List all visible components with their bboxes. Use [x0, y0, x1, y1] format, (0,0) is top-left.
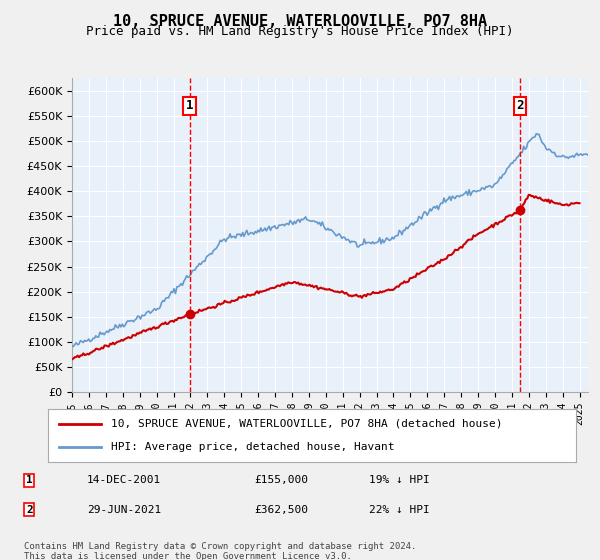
- Text: £155,000: £155,000: [254, 475, 308, 485]
- Text: 2: 2: [26, 505, 32, 515]
- Text: 19% ↓ HPI: 19% ↓ HPI: [369, 475, 430, 485]
- Text: Price paid vs. HM Land Registry's House Price Index (HPI): Price paid vs. HM Land Registry's House …: [86, 25, 514, 38]
- Text: 10, SPRUCE AVENUE, WATERLOOVILLE, PO7 8HA: 10, SPRUCE AVENUE, WATERLOOVILLE, PO7 8H…: [113, 14, 487, 29]
- Text: 1: 1: [186, 100, 193, 113]
- Text: £362,500: £362,500: [254, 505, 308, 515]
- Text: HPI: Average price, detached house, Havant: HPI: Average price, detached house, Hava…: [112, 442, 395, 452]
- Text: 29-JUN-2021: 29-JUN-2021: [87, 505, 161, 515]
- Text: 14-DEC-2001: 14-DEC-2001: [87, 475, 161, 485]
- Text: Contains HM Land Registry data © Crown copyright and database right 2024.
This d: Contains HM Land Registry data © Crown c…: [24, 542, 416, 560]
- Text: 22% ↓ HPI: 22% ↓ HPI: [369, 505, 430, 515]
- Text: 10, SPRUCE AVENUE, WATERLOOVILLE, PO7 8HA (detached house): 10, SPRUCE AVENUE, WATERLOOVILLE, PO7 8H…: [112, 419, 503, 429]
- Text: 2: 2: [517, 100, 524, 113]
- Text: 1: 1: [26, 475, 32, 485]
